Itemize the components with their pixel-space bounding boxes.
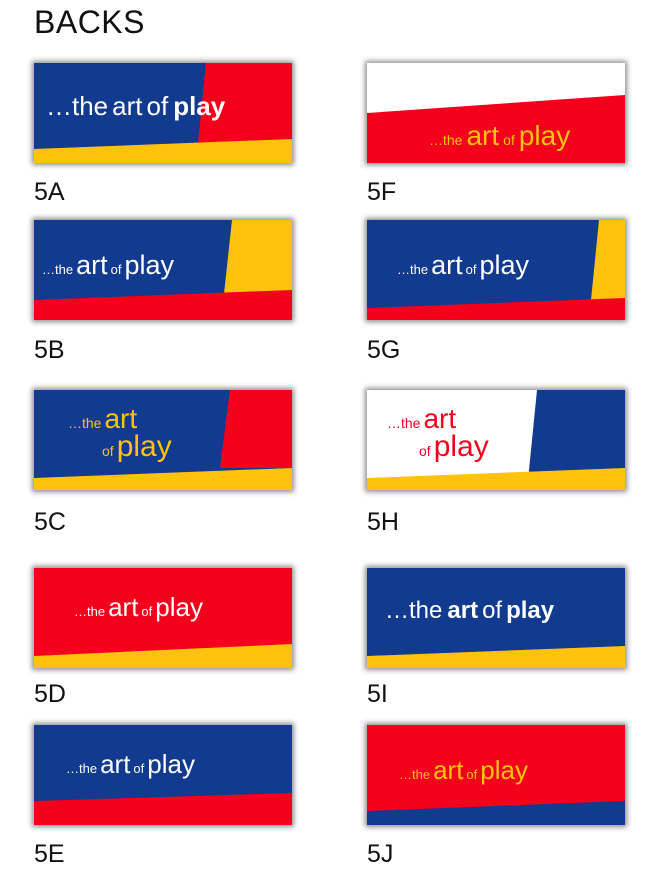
card-label: 5A — [34, 178, 65, 206]
card-5G: …the art of play — [367, 220, 625, 320]
card-5D: …the art of play — [34, 568, 292, 668]
tagline-text-line2: of play — [102, 430, 172, 463]
card-5H: …the art of play — [367, 390, 625, 490]
card-label: 5J — [367, 840, 394, 868]
card-label: 5F — [367, 178, 397, 206]
tagline-text: …the art of play — [399, 755, 528, 785]
card-label: 5D — [34, 680, 66, 708]
tagline-text: …the art of play — [74, 592, 203, 622]
tagline-text: …the art of play — [42, 250, 174, 280]
card-label: 5I — [367, 680, 388, 708]
card-5J: …the art of play — [367, 725, 625, 825]
tagline-text: …the art of play — [46, 91, 226, 121]
card-5F: …the art of play — [367, 63, 625, 163]
tagline-text-line1: …the art — [387, 403, 456, 434]
tagline-text-line2: of play — [419, 430, 489, 463]
tagline-text: …the art of play — [429, 120, 570, 151]
card-label: 5G — [367, 336, 401, 364]
card-5A: …the art of play — [34, 63, 292, 163]
tagline-text-line1: …the art — [68, 403, 137, 434]
card-5E: …the art of play — [34, 725, 292, 825]
card-5I: …the art of play — [367, 568, 625, 668]
tagline-text: …the art of play — [397, 250, 529, 280]
card-label: 5C — [34, 508, 66, 536]
card-label: 5H — [367, 508, 399, 536]
card-5B: …the art of play — [34, 220, 292, 320]
card-label: 5B — [34, 336, 65, 364]
page-title: BACKS — [34, 4, 145, 40]
tagline-text: …the art of play — [385, 597, 555, 624]
card-label: 5E — [34, 840, 65, 868]
tagline-text: …the art of play — [66, 749, 195, 779]
card-5C: …the art of play — [34, 390, 292, 490]
